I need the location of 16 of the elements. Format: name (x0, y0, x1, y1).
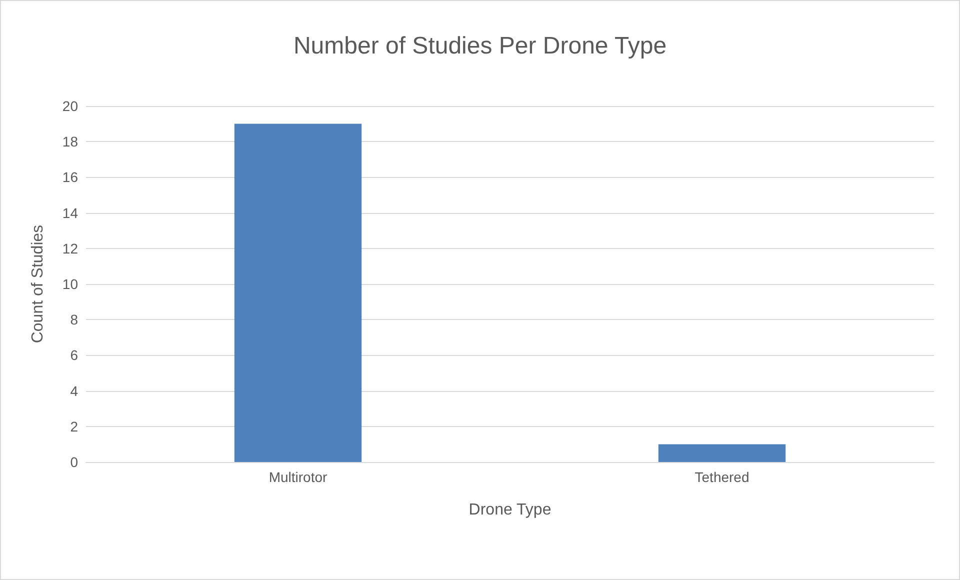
y-tick-label: 6 (70, 347, 78, 364)
y-tick-label: 8 (70, 312, 78, 328)
y-tick-label: 4 (70, 382, 78, 399)
y-tick-label: 18 (62, 134, 78, 150)
y-tick-label: 10 (62, 276, 78, 292)
y-tick-label: 16 (62, 169, 78, 186)
y-axis-title: Count of Studies (30, 224, 46, 344)
x-axis-title: Drone Type (468, 502, 552, 518)
y-tick-label: 20 (62, 98, 78, 114)
y-tick-label: 0 (70, 454, 78, 470)
y-tick-label: 12 (62, 240, 78, 256)
y-tick-label: 2 (70, 418, 78, 434)
y-tick-label: 14 (62, 204, 78, 221)
x-tick-label: Tethered (694, 469, 750, 485)
chart-title: Number of Studies Per Drone Type (293, 32, 667, 60)
x-tick-label: Multirotor (268, 469, 328, 485)
